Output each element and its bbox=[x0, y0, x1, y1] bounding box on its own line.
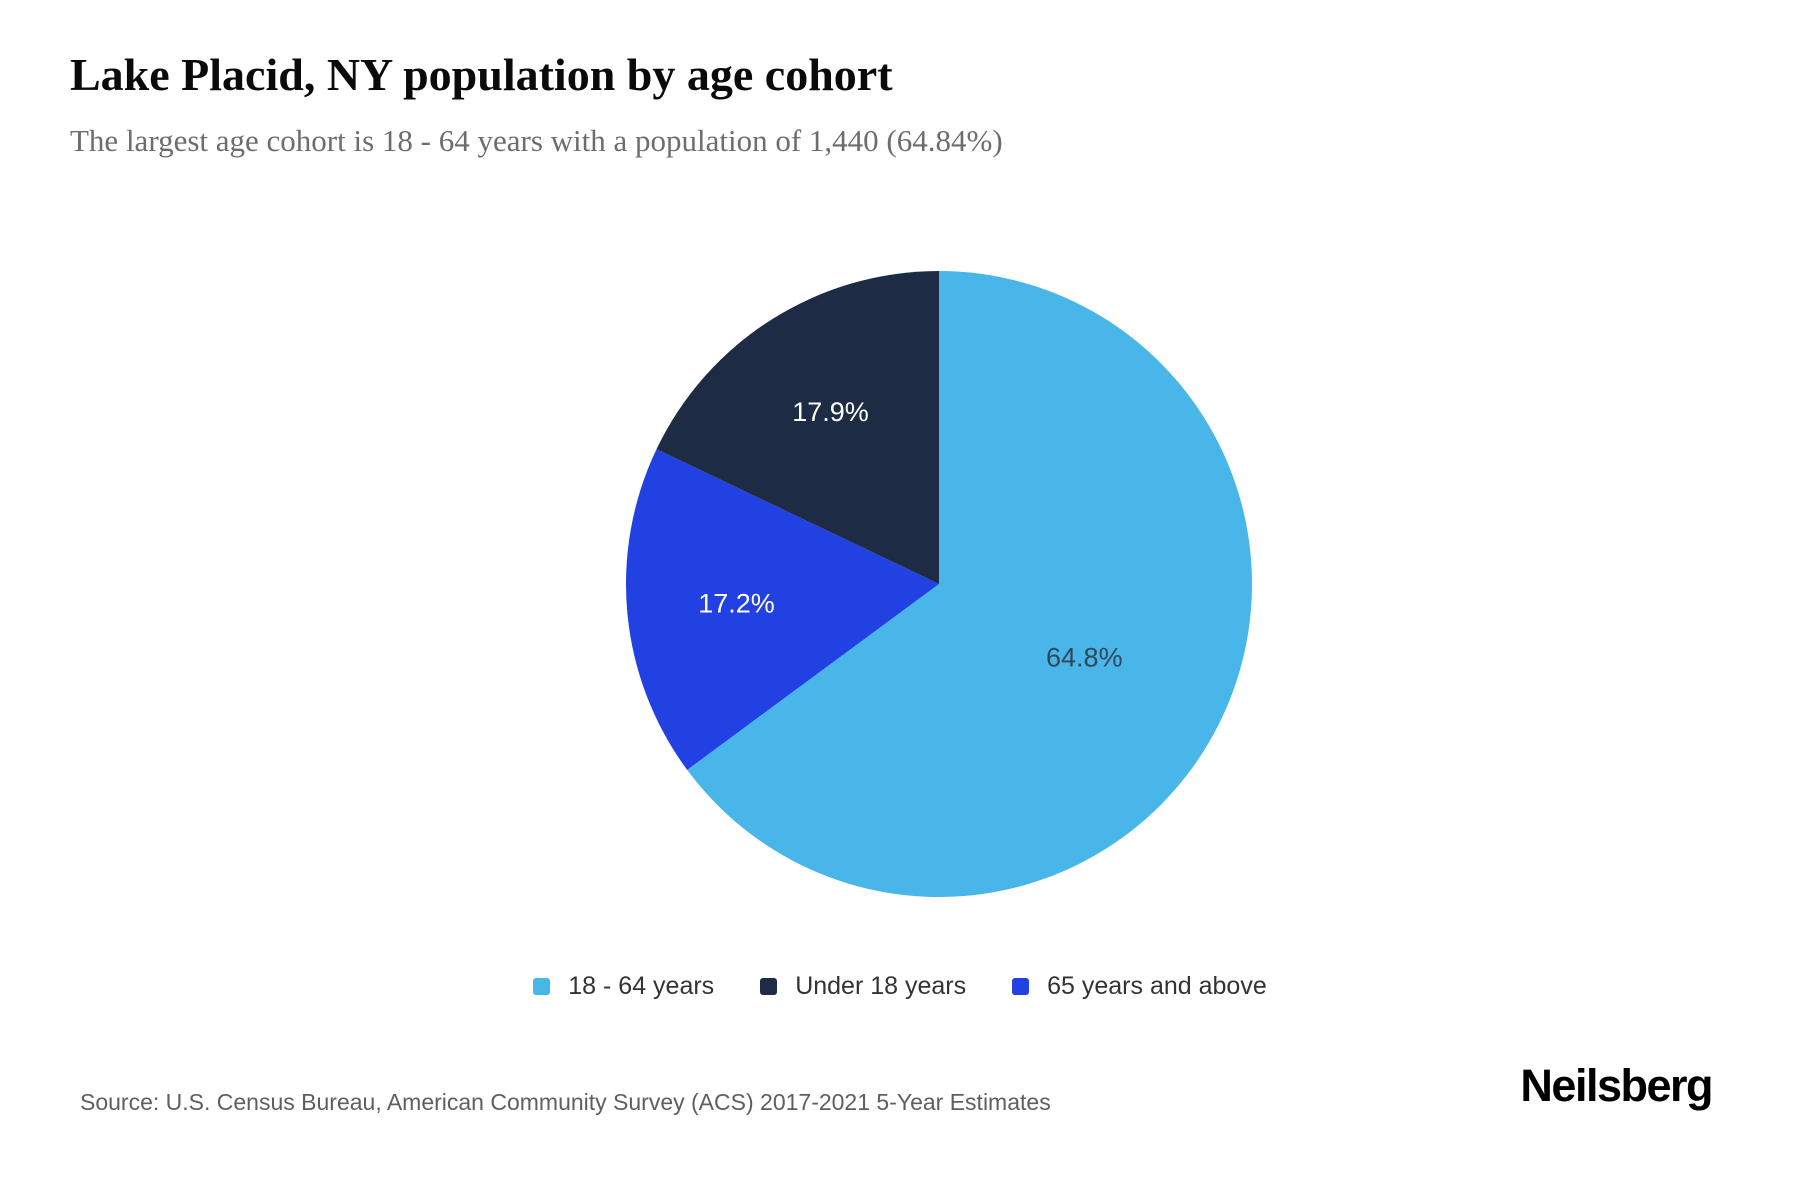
legend-item-under-18-years[interactable]: Under 18 years bbox=[760, 972, 966, 1001]
neilsberg-logo: Neilsberg bbox=[1520, 1060, 1713, 1111]
legend-swatch-18-64-years bbox=[533, 978, 551, 995]
legend-item-18-64-years[interactable]: 18 - 64 years bbox=[533, 972, 714, 1001]
page-title: Lake Placid, NY population by age cohort bbox=[70, 49, 893, 100]
source-text: Source: U.S. Census Bureau, American Com… bbox=[80, 1089, 1051, 1115]
legend-label-65-years-and-above: 65 years and above bbox=[1047, 972, 1267, 1000]
pie-slice-65-years-and-above[interactable] bbox=[625, 449, 939, 770]
page-subtitle: The largest age cohort is 18 - 64 years … bbox=[70, 122, 1003, 158]
chart-header: Lake Placid, NY population by age cohort… bbox=[70, 49, 1003, 159]
legend-swatch-65-years-and-above bbox=[1012, 978, 1030, 995]
pie-slice-18-64-years[interactable] bbox=[687, 271, 1252, 898]
pie-slice-under-18-years[interactable] bbox=[656, 271, 939, 584]
legend-swatch-under-18-years bbox=[760, 978, 778, 995]
legend-label-under-18-years: Under 18 years bbox=[795, 972, 967, 1000]
legend-item-65-years-and-above[interactable]: 65 years and above bbox=[1012, 972, 1267, 1001]
legend-label-18-64-years: 18 - 64 years bbox=[568, 972, 715, 1000]
chart-legend: 18 - 64 years Under 18 years 65 years and … bbox=[0, 972, 1800, 1001]
